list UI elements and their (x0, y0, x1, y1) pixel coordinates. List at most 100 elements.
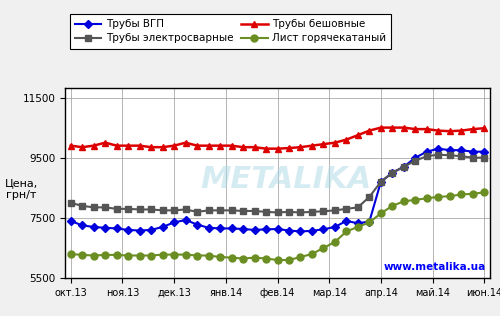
Трубы электросварные (90, 205, 96, 209)
Трубы электросварные (344, 207, 349, 211)
Трубы электросварные (447, 153, 453, 157)
Трубы электросварные (136, 208, 142, 211)
Лист горячекатаный (366, 221, 372, 224)
Трубы бешовные (390, 126, 396, 130)
Лист горячекатаный (228, 256, 234, 259)
Трубы электросварные (240, 209, 246, 213)
Трубы электросварные (79, 204, 85, 208)
Трубы электросварные (355, 205, 361, 209)
Трубы электросварные (228, 209, 234, 212)
Трубы бешовные (217, 144, 223, 148)
Трубы ВГП (436, 147, 442, 150)
Трубы бешовные (401, 126, 407, 130)
Трубы ВГП (298, 229, 304, 233)
Трубы электросварные (320, 210, 326, 213)
Трубы бешовные (309, 144, 315, 148)
Трубы электросварные (436, 153, 442, 157)
Лист горячекатаный (102, 253, 108, 257)
Трубы бешовные (436, 129, 442, 132)
Трубы ВГП (90, 225, 96, 229)
Трубы электросварные (366, 195, 372, 199)
Лист горячекатаный (125, 254, 131, 258)
Трубы ВГП (412, 156, 418, 160)
Лист горячекатаный (309, 252, 315, 256)
Лист горячекатаный (470, 192, 476, 196)
Лист горячекатаный (447, 194, 453, 198)
Лист горячекатаный (90, 254, 96, 258)
Лист горячекатаный (424, 197, 430, 200)
Трубы бешовные (240, 145, 246, 149)
Трубы бешовные (447, 129, 453, 133)
Трубы бешовные (90, 144, 96, 148)
Трубы бешовные (274, 147, 280, 150)
Text: METALIKA: METALIKA (200, 165, 372, 194)
Трубы электросварные (378, 180, 384, 184)
Трубы ВГП (378, 180, 384, 184)
Трубы ВГП (114, 227, 119, 230)
Трубы бешовные (355, 133, 361, 137)
Трубы ВГП (401, 165, 407, 169)
Трубы ВГП (482, 150, 488, 154)
Legend: Трубы ВГП, Трубы электросварные, Трубы бешовные, Лист горячекатаный: Трубы ВГП, Трубы электросварные, Трубы б… (70, 14, 391, 49)
Лист горячекатаный (206, 254, 212, 258)
Трубы ВГП (148, 228, 154, 232)
Трубы электросварные (274, 210, 280, 214)
Лист горячекатаный (148, 254, 154, 258)
Лист горячекатаный (182, 253, 188, 257)
Лист горячекатаный (401, 199, 407, 203)
Лист горячекатаный (171, 253, 177, 257)
Text: Цена,
грн/т: Цена, грн/т (5, 179, 38, 200)
Трубы электросварные (390, 171, 396, 175)
Line: Трубы электросварные: Трубы электросварные (68, 151, 488, 216)
Трубы ВГП (458, 148, 464, 152)
Трубы ВГП (424, 150, 430, 154)
Лист горячекатаный (79, 253, 85, 257)
Лист горячекатаный (252, 256, 258, 259)
Трубы бешовные (102, 141, 108, 144)
Трубы бешовные (125, 144, 131, 148)
Трубы электросварные (160, 209, 166, 212)
Трубы ВГП (68, 219, 73, 223)
Лист горячекатаный (344, 229, 349, 233)
Лист горячекатаный (298, 255, 304, 259)
Трубы бешовные (114, 144, 119, 148)
Трубы ВГП (344, 219, 349, 223)
Трубы ВГП (252, 228, 258, 232)
Трубы бешовные (344, 138, 349, 142)
Лист горячекатаный (412, 198, 418, 202)
Трубы электросварные (194, 210, 200, 214)
Трубы бешовные (136, 144, 142, 148)
Трубы электросварные (206, 209, 212, 212)
Лист горячекатаный (355, 225, 361, 229)
Трубы ВГП (263, 228, 269, 231)
Трубы бешовные (412, 127, 418, 131)
Трубы бешовные (424, 127, 430, 131)
Трубы ВГП (286, 229, 292, 233)
Трубы бешовные (366, 129, 372, 132)
Лист горячекатаный (320, 246, 326, 250)
Трубы бешовные (470, 127, 476, 131)
Text: www.metalika.ua: www.metalika.ua (384, 262, 486, 272)
Трубы бешовные (252, 145, 258, 149)
Трубы бешовные (171, 144, 177, 148)
Трубы бешовные (79, 145, 85, 149)
Лист горячекатаный (114, 253, 119, 257)
Трубы ВГП (309, 229, 315, 233)
Лист горячекатаный (390, 204, 396, 208)
Трубы ВГП (125, 228, 131, 232)
Трубы электросварные (148, 208, 154, 211)
Трубы бешовные (286, 146, 292, 150)
Трубы электросварные (309, 210, 315, 214)
Трубы электросварные (298, 210, 304, 214)
Трубы ВГП (228, 227, 234, 230)
Трубы бешовные (458, 129, 464, 132)
Трубы ВГП (390, 171, 396, 175)
Лист горячекатаный (436, 195, 442, 199)
Лист горячекатаный (240, 257, 246, 260)
Лист горячекатаный (274, 258, 280, 262)
Трубы электросварные (412, 159, 418, 163)
Трубы ВГП (447, 148, 453, 152)
Трубы бешовные (160, 145, 166, 149)
Трубы ВГП (160, 225, 166, 229)
Трубы бешовные (148, 145, 154, 149)
